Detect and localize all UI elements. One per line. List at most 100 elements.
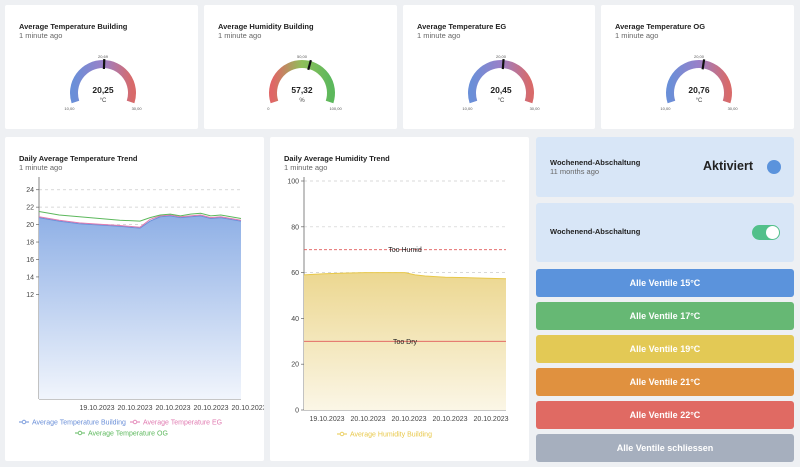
gauge-title: Average Temperature Building: [19, 22, 128, 31]
x-tick-label: 20.10.2023: [473, 416, 508, 423]
gauge-arc: [666, 60, 732, 104]
x-tick-label: 20.10.2023: [155, 405, 190, 412]
gauge: 57,32% 0 100,00 50,00: [267, 54, 342, 111]
gauge-mid-label: 20,69: [98, 54, 109, 59]
legend-label: Average Temperature OG: [88, 431, 168, 438]
gauge-max-label: 30,00: [132, 106, 143, 111]
legend-marker: [21, 419, 27, 425]
gauge: 20,45 °C 10,00 30,00 20,00: [462, 54, 541, 111]
y-tick-label: 12: [26, 292, 34, 299]
gauge: 20,76 °C 10,00 30,00 20,00: [660, 54, 739, 111]
button-label: Alle Ventile 21°C: [629, 377, 701, 387]
temperature-trend-card: Daily Average Temperature Trend 1 minute…: [5, 137, 264, 461]
y-tick-label: 22: [26, 205, 34, 212]
gauge-title: Average Temperature OG: [615, 22, 706, 31]
series-line: [303, 272, 507, 280]
button-label: Alle Ventile schliessen: [616, 443, 714, 453]
button-label: Alle Ventile 22°C: [629, 410, 701, 420]
status-updated: 11 months ago: [550, 167, 600, 176]
chart-title: Daily Average Humidity Trend: [284, 154, 390, 163]
gauge-mid-label: 50,00: [297, 54, 308, 59]
button-label: Alle Ventile 17°C: [629, 311, 701, 321]
valves-21-button[interactable]: Alle Ventile 21°C: [536, 368, 794, 396]
gauge-needle: [501, 59, 505, 70]
gauge-card-temp-building: Average Temperature Building 1 minute ag…: [5, 5, 198, 129]
gauge-updated: 1 minute ago: [218, 31, 262, 40]
status-value: Aktiviert: [702, 159, 753, 173]
gauge-updated: 1 minute ago: [417, 31, 461, 40]
gauge-arc: [269, 60, 335, 104]
gauge-updated: 1 minute ago: [615, 31, 659, 40]
threshold-label: Too Dry: [393, 339, 418, 346]
weekend-shutdown-toggle[interactable]: [752, 225, 780, 240]
gauge-mid-label: 20,00: [496, 54, 507, 59]
y-tick-label: 80: [291, 224, 299, 231]
weekend-shutdown-toggle-tile: Wochenend-Abschaltung: [536, 203, 794, 262]
humidity-trend-card: Daily Average Humidity Trend 1 minute ag…: [270, 137, 529, 461]
y-tick-label: 0: [295, 408, 299, 415]
threshold-label: Too Humid: [388, 247, 422, 254]
gauge-min-label: 10,00: [462, 106, 473, 111]
gauge-unit: °C: [498, 98, 505, 104]
x-tick-label: 20.10.2023: [117, 405, 152, 412]
valves-17-button[interactable]: Alle Ventile 17°C: [536, 302, 794, 330]
y-tick-label: 18: [26, 240, 34, 247]
valves-15-button[interactable]: Alle Ventile 15°C: [536, 269, 794, 297]
gauge-max-label: 100,00: [329, 106, 342, 111]
y-tick-label: 20: [26, 222, 34, 229]
humidity-chart: 0 20 40 60 80 100 19.10.2023 20.10.2023 20.10.20…: [287, 177, 509, 439]
valves-22-button[interactable]: Alle Ventile 22°C: [536, 401, 794, 429]
gauge-max-label: 30,00: [530, 106, 541, 111]
y-tick-label: 40: [291, 316, 299, 323]
series-line: [38, 214, 242, 228]
gauge: 20,25 °C 10,00 30,00 20,69: [64, 54, 143, 111]
legend-marker: [339, 431, 345, 437]
toggle-knob: [766, 226, 779, 239]
y-tick-label: 16: [26, 257, 34, 264]
gauge-min-label: 10,00: [660, 106, 671, 111]
x-tick-label: 20.10.2023: [391, 416, 426, 423]
x-tick-label: 19.10.2023: [309, 416, 344, 423]
x-tick-label: 20.10.2023: [432, 416, 467, 423]
gauge-unit: %: [299, 98, 305, 104]
valves-19-button[interactable]: Alle Ventile 19°C: [536, 335, 794, 363]
gauge-needle: [701, 59, 706, 70]
gauge-value: 20,76: [688, 85, 710, 95]
x-tick-label: 20.10.2023: [231, 405, 264, 412]
series-line: [38, 215, 242, 229]
chart-updated: 1 minute ago: [284, 163, 328, 172]
button-label: Alle Ventile 15°C: [629, 278, 701, 288]
x-tick-label: 19.10.2023: [79, 405, 114, 412]
gauge-card-temp-eg: Average Temperature EG 1 minute ago 20,4…: [403, 5, 595, 129]
y-tick-label: 20: [291, 362, 299, 369]
gauge-unit: °C: [696, 98, 703, 104]
gauge-mid-label: 20,00: [694, 54, 705, 59]
legend-marker: [77, 430, 83, 436]
gauge-unit: °C: [100, 98, 107, 104]
gauge-arc: [468, 60, 534, 104]
status-indicator-dot: [767, 160, 781, 174]
legend-label: Average Humidity Building: [350, 432, 432, 439]
gauge-min-label: 10,00: [64, 106, 75, 111]
y-tick-label: 14: [26, 274, 34, 281]
gauge-updated: 1 minute ago: [19, 31, 63, 40]
legend-marker: [132, 419, 138, 425]
valves-close-button[interactable]: Alle Ventile schliessen: [536, 434, 794, 462]
gauge-card-temp-og: Average Temperature OG 1 minute ago 20,7…: [601, 5, 794, 129]
weekend-shutdown-status-tile: Wochenend-Abschaltung 11 months ago Akti…: [536, 137, 794, 197]
gauge-value: 20,45: [490, 85, 512, 95]
gauge-title: Average Temperature EG: [417, 22, 507, 31]
button-label: Alle Ventile 19°C: [629, 344, 701, 354]
gauge-value: 57,32: [291, 85, 313, 95]
series-area: [39, 215, 241, 399]
y-tick-label: 100: [287, 179, 299, 186]
legend-label: Average Temperature EG: [143, 420, 222, 427]
gauge-card-humidity-building: Average Humidity Building 1 minute ago 5…: [204, 5, 397, 129]
chart-title: Daily Average Temperature Trend: [19, 154, 138, 163]
x-tick-label: 20.10.2023: [350, 416, 385, 423]
gauge-title: Average Humidity Building: [218, 22, 314, 31]
status-title: Wochenend-Abschaltung: [550, 158, 641, 167]
chart-updated: 1 minute ago: [19, 163, 63, 172]
gauge-max-label: 30,00: [728, 106, 739, 111]
